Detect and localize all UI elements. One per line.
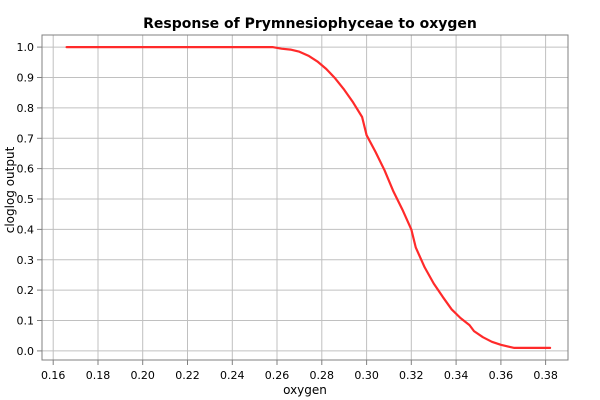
tick-labels: 0.16 0.18 0.20 0.22 0.24 0.26 0.28 0.30 0.32 0.34…: [17, 41, 558, 382]
series-layer: [65, 45, 552, 349]
y-tick-label: 0.7: [17, 132, 35, 145]
grid-lines: [42, 35, 568, 360]
x-tick-label: 0.20: [130, 369, 155, 382]
x-tick-label: 0.16: [41, 369, 66, 382]
x-tick-label: 0.32: [399, 369, 424, 382]
y-tick-label: 0.6: [17, 163, 35, 176]
x-tick-label: 0.34: [444, 369, 469, 382]
x-tick-label: 0.26: [265, 369, 290, 382]
x-tick-label: 0.30: [354, 369, 379, 382]
x-axis-label: oxygen: [283, 383, 327, 397]
chart-title: Response of Prymnesiophyceae to oxygen: [143, 16, 477, 32]
axis-ticks: [37, 46, 547, 365]
plot-frame: [41, 34, 569, 361]
x-tick-label: 0.38: [533, 369, 558, 382]
x-tick-label: 0.24: [220, 369, 245, 382]
x-tick-label: 0.28: [310, 369, 335, 382]
y-tick-label: 0.3: [17, 254, 35, 267]
series-line-response: [65, 45, 552, 349]
y-tick-label: 0.0: [17, 345, 35, 358]
y-tick-label: 1.0: [17, 41, 35, 54]
y-tick-label: 0.1: [17, 315, 35, 328]
y-tick-label: 0.4: [17, 223, 35, 236]
x-tick-label: 0.18: [86, 369, 111, 382]
x-tick-label: 0.36: [489, 369, 514, 382]
x-tick-label: 0.22: [175, 369, 200, 382]
y-axis-label: cloglog output: [3, 146, 17, 233]
y-tick-label: 0.8: [17, 102, 35, 115]
y-tick-label: 0.9: [17, 72, 35, 85]
y-tick-label: 0.2: [17, 284, 35, 297]
y-tick-label: 0.5: [17, 193, 35, 206]
